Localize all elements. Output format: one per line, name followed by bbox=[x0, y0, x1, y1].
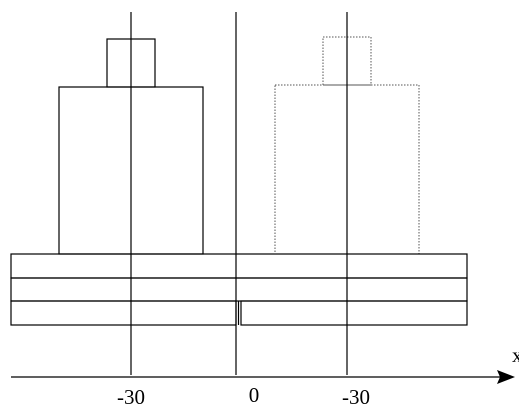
base-layer-right bbox=[240, 300, 468, 326]
base-layer bbox=[10, 253, 468, 279]
base-layer bbox=[10, 277, 468, 302]
tick-label: -30 bbox=[342, 385, 370, 408]
x-axis-arrow bbox=[497, 370, 515, 384]
base-layer-left bbox=[10, 300, 237, 326]
axis-label: x bbox=[512, 343, 519, 367]
tick-label: -30 bbox=[117, 385, 145, 408]
tick-label: 0 bbox=[249, 383, 260, 407]
